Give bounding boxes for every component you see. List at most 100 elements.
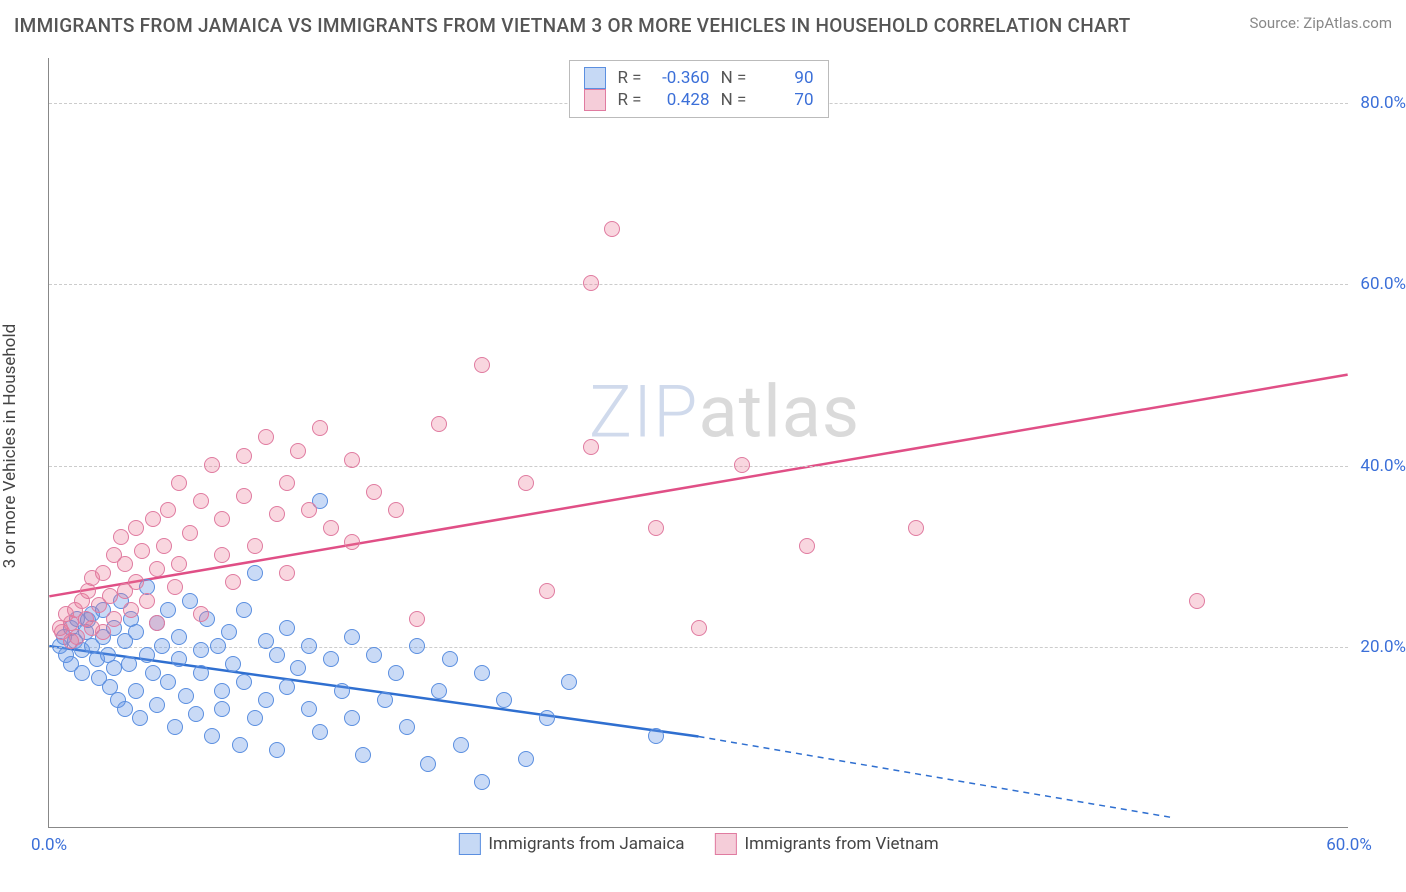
r-value-vietnam: 0.428 bbox=[654, 90, 710, 110]
data-point bbox=[258, 429, 274, 445]
data-point bbox=[301, 638, 317, 654]
n-label: N = bbox=[720, 68, 748, 88]
data-point bbox=[269, 506, 285, 522]
y-tick-label: 20.0% bbox=[1354, 637, 1406, 657]
y-tick-label: 80.0% bbox=[1354, 93, 1406, 113]
data-point bbox=[145, 511, 161, 527]
stats-row-vietnam: R = 0.428 N = 70 bbox=[584, 89, 814, 111]
x-tick-label: 60.0% bbox=[1326, 835, 1372, 855]
data-point bbox=[388, 502, 404, 518]
data-point bbox=[734, 457, 750, 473]
data-point bbox=[193, 665, 209, 681]
data-point bbox=[474, 665, 490, 681]
data-point bbox=[149, 697, 165, 713]
data-point bbox=[121, 656, 137, 672]
data-point bbox=[691, 620, 707, 636]
data-point bbox=[431, 683, 447, 699]
data-point bbox=[799, 538, 815, 554]
data-point bbox=[221, 624, 237, 640]
data-point bbox=[539, 583, 555, 599]
data-point bbox=[1189, 593, 1205, 609]
data-point bbox=[113, 529, 129, 545]
data-point bbox=[583, 275, 599, 291]
data-point bbox=[204, 728, 220, 744]
data-point bbox=[171, 475, 187, 491]
legend-label-jamaica: Immigrants from Jamaica bbox=[488, 834, 684, 854]
gridline bbox=[49, 647, 1348, 648]
data-point bbox=[149, 561, 165, 577]
data-point bbox=[247, 565, 263, 581]
data-point bbox=[269, 742, 285, 758]
data-point bbox=[225, 574, 241, 590]
data-point bbox=[225, 656, 241, 672]
data-point bbox=[214, 683, 230, 699]
data-point bbox=[123, 602, 139, 618]
data-point bbox=[344, 452, 360, 468]
data-point bbox=[496, 692, 512, 708]
data-point bbox=[583, 439, 599, 455]
data-point bbox=[290, 660, 306, 676]
data-point bbox=[145, 665, 161, 681]
data-point bbox=[178, 688, 194, 704]
data-point bbox=[171, 629, 187, 645]
y-axis-label: 3 or more Vehicles in Household bbox=[0, 324, 20, 568]
data-point bbox=[95, 624, 111, 640]
data-point bbox=[171, 556, 187, 572]
stats-row-jamaica: R = -0.360 N = 90 bbox=[584, 67, 814, 89]
gridline bbox=[49, 466, 1348, 467]
legend-item-vietnam: Immigrants from Vietnam bbox=[714, 833, 938, 855]
data-point bbox=[474, 774, 490, 790]
data-point bbox=[95, 565, 111, 581]
data-point bbox=[518, 751, 534, 767]
r-value-jamaica: -0.360 bbox=[654, 68, 710, 88]
data-point bbox=[388, 665, 404, 681]
data-point bbox=[258, 633, 274, 649]
stats-legend: R = -0.360 N = 90 R = 0.428 N = 70 bbox=[569, 60, 829, 118]
data-point bbox=[188, 706, 204, 722]
data-point bbox=[323, 520, 339, 536]
data-point bbox=[269, 647, 285, 663]
data-point bbox=[334, 683, 350, 699]
data-point bbox=[214, 701, 230, 717]
data-point bbox=[80, 583, 96, 599]
data-point bbox=[128, 574, 144, 590]
data-point bbox=[204, 457, 220, 473]
data-point bbox=[247, 538, 263, 554]
data-point bbox=[366, 484, 382, 500]
data-point bbox=[160, 502, 176, 518]
data-point bbox=[156, 538, 172, 554]
data-point bbox=[236, 488, 252, 504]
n-label: N = bbox=[720, 90, 748, 110]
data-point bbox=[366, 647, 382, 663]
series-legend: Immigrants from Jamaica Immigrants from … bbox=[458, 833, 938, 855]
data-point bbox=[117, 556, 133, 572]
data-point bbox=[182, 525, 198, 541]
data-point bbox=[301, 502, 317, 518]
scatter-plot: R = -0.360 N = 90 R = 0.428 N = 70 ZIPat… bbox=[48, 58, 1348, 828]
data-point bbox=[106, 611, 122, 627]
y-tick-label: 40.0% bbox=[1354, 456, 1406, 476]
source-attribution: Source: ZipAtlas.com bbox=[1249, 14, 1392, 32]
data-point bbox=[908, 520, 924, 536]
swatch-vietnam bbox=[584, 89, 606, 111]
data-point bbox=[312, 724, 328, 740]
legend-item-jamaica: Immigrants from Jamaica bbox=[458, 833, 684, 855]
data-point bbox=[182, 593, 198, 609]
data-point bbox=[344, 629, 360, 645]
data-point bbox=[132, 710, 148, 726]
data-point bbox=[160, 674, 176, 690]
data-point bbox=[167, 719, 183, 735]
data-point bbox=[344, 534, 360, 550]
data-point bbox=[474, 357, 490, 373]
legend-label-vietnam: Immigrants from Vietnam bbox=[744, 834, 938, 854]
data-point bbox=[139, 647, 155, 663]
r-label: R = bbox=[616, 90, 644, 110]
x-tick-label: 0.0% bbox=[31, 835, 67, 855]
data-point bbox=[128, 624, 144, 640]
data-point bbox=[102, 588, 118, 604]
trend-lines bbox=[49, 58, 1348, 827]
swatch-jamaica bbox=[584, 67, 606, 89]
watermark: ZIPatlas bbox=[589, 369, 860, 454]
data-point bbox=[648, 728, 664, 744]
data-point bbox=[344, 710, 360, 726]
